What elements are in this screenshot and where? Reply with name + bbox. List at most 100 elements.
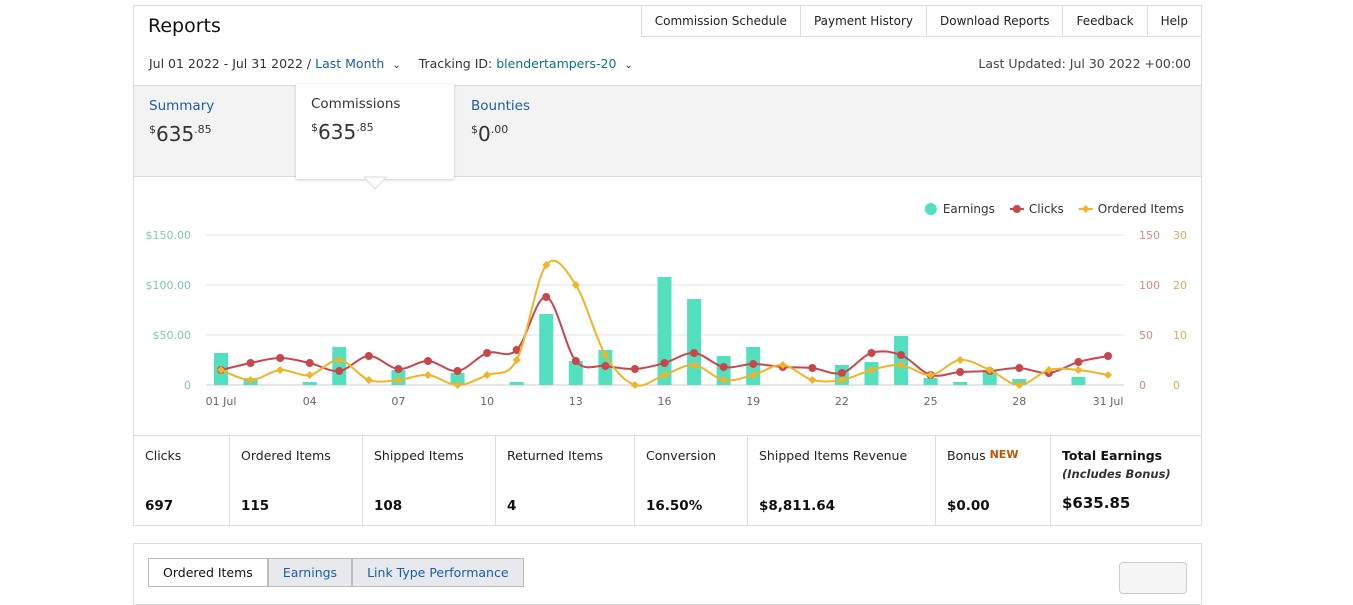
point bbox=[453, 381, 462, 389]
amount-cents: .85 bbox=[356, 121, 374, 134]
stat-value: 108 bbox=[374, 498, 403, 514]
bar bbox=[302, 382, 317, 385]
stat-cell: Total Earnings (Includes Bonus) $635.85 bbox=[1051, 436, 1201, 526]
point bbox=[749, 360, 758, 368]
stat-label: Conversion bbox=[646, 448, 716, 463]
point bbox=[246, 359, 255, 367]
bottom-tab[interactable]: Link Type Performance bbox=[352, 558, 524, 587]
stat-label: Bonus NEW bbox=[947, 448, 1018, 463]
chart: 0 $50.00 $100.00 $150.00 0 50 100 150 0 10 20 30 01 … bbox=[146, 176, 1187, 408]
stat-label: Clicks bbox=[145, 448, 181, 463]
point bbox=[897, 351, 906, 359]
tab[interactable]: Summary $635.85 bbox=[134, 86, 292, 176]
stat-value: 4 bbox=[507, 498, 517, 514]
stats-row: Clicks 697 Ordered Items 115 Shipped Items 10… bbox=[134, 435, 1201, 526]
tab-label: Summary bbox=[149, 98, 215, 114]
tab-amount: $635.85 bbox=[149, 122, 212, 146]
period-select[interactable]: Last Month bbox=[315, 56, 385, 71]
point bbox=[749, 371, 758, 379]
point bbox=[630, 365, 639, 373]
tab-label: Bounties bbox=[471, 98, 531, 114]
tab[interactable]: Bounties $0.00 bbox=[456, 86, 614, 176]
y-tick-label: 10 bbox=[1173, 329, 1187, 342]
point bbox=[690, 349, 699, 357]
stat-cell: Clicks 697 bbox=[134, 436, 230, 526]
bottom-tab[interactable]: Earnings bbox=[267, 558, 353, 587]
amount-whole: 0 bbox=[478, 122, 491, 146]
stat-label: Returned Items bbox=[507, 448, 603, 463]
nav-button[interactable]: Payment History bbox=[801, 6, 927, 36]
stat-label: Total Earnings (Includes Bonus) bbox=[1062, 448, 1171, 481]
point bbox=[1074, 358, 1083, 366]
y-tick-label: $150.00 bbox=[146, 229, 192, 242]
legend-marker bbox=[924, 203, 937, 215]
point bbox=[601, 351, 610, 359]
bottom-tab[interactable]: Ordered Items bbox=[148, 558, 268, 587]
x-tick-label: 16 bbox=[658, 395, 672, 408]
legend-marker bbox=[1081, 205, 1090, 213]
nav-button[interactable]: Commission Schedule bbox=[642, 6, 801, 36]
point bbox=[276, 366, 285, 374]
point bbox=[601, 362, 610, 370]
button[interactable] bbox=[1119, 562, 1187, 594]
legend-label[interactable]: Clicks bbox=[1029, 202, 1064, 216]
point bbox=[1074, 366, 1083, 374]
nav-button[interactable]: Download Reports bbox=[927, 6, 1064, 36]
legend-label[interactable]: Earnings bbox=[943, 202, 995, 216]
tab[interactable]: Commissions $635.85 bbox=[296, 84, 454, 179]
stat-cell: Shipped Items Revenue $8,811.64 bbox=[748, 436, 936, 526]
stat-value: $635.85 bbox=[1062, 494, 1131, 512]
y-tick-label: 30 bbox=[1173, 229, 1187, 242]
legend-label[interactable]: Ordered Items bbox=[1098, 202, 1184, 216]
bar bbox=[1071, 377, 1086, 385]
point bbox=[217, 366, 225, 374]
page: Reports Commission Schedule Payment Histo… bbox=[133, 5, 1202, 605]
tab-amount: $635.85 bbox=[311, 120, 374, 144]
bar bbox=[953, 382, 968, 385]
stat-cell: Ordered Items 115 bbox=[230, 436, 363, 526]
x-tick-label: 04 bbox=[303, 395, 317, 408]
x-tick-label: 22 bbox=[835, 395, 849, 408]
point bbox=[276, 354, 285, 362]
point bbox=[719, 363, 728, 371]
point bbox=[364, 376, 373, 384]
point bbox=[483, 371, 492, 379]
bar bbox=[657, 277, 672, 385]
stat-value: 697 bbox=[145, 498, 174, 514]
nav-button[interactable]: Feedback bbox=[1063, 6, 1148, 36]
stat-label-text: Returned Items bbox=[507, 448, 604, 463]
stat-label-text: Total Earnings bbox=[1062, 448, 1163, 463]
x-tick-label: 28 bbox=[1012, 395, 1026, 408]
date-range[interactable]: Jul 01 2022 - Jul 31 2022 / bbox=[149, 56, 312, 71]
tracking-label: Tracking ID: bbox=[418, 56, 493, 71]
point bbox=[246, 376, 255, 384]
currency: $ bbox=[311, 121, 318, 134]
y-tick-label: 150 bbox=[1139, 229, 1160, 242]
point bbox=[364, 352, 373, 360]
chevron: ⌄ bbox=[624, 60, 633, 71]
point bbox=[660, 359, 669, 367]
stat-label: Shipped Items bbox=[374, 448, 464, 463]
point bbox=[926, 371, 935, 379]
last-updated: Last Updated: Jul 30 2022 +00:00 bbox=[978, 56, 1191, 71]
tracking-id[interactable]: blendertampers-20 bbox=[496, 56, 617, 71]
stat-value: 115 bbox=[241, 498, 270, 514]
x-tick-label: 01 Jul bbox=[206, 395, 237, 408]
x-tick-label: 10 bbox=[480, 395, 494, 408]
point bbox=[837, 376, 846, 384]
stat-label-text: Clicks bbox=[145, 448, 182, 463]
nav-button[interactable]: Help bbox=[1160, 14, 1188, 28]
bar bbox=[687, 299, 702, 385]
point bbox=[571, 281, 580, 289]
point bbox=[719, 376, 728, 384]
x-tick-label: 31 Jul bbox=[1093, 395, 1124, 408]
point bbox=[305, 371, 314, 379]
tab-pointer bbox=[362, 176, 388, 190]
bar bbox=[539, 314, 554, 385]
stat-label-text: Bonus bbox=[947, 448, 986, 463]
bar bbox=[982, 370, 997, 385]
point bbox=[956, 368, 965, 376]
stat-label: Ordered Items bbox=[241, 448, 331, 463]
stat-value: 16.50% bbox=[646, 498, 703, 514]
bar bbox=[509, 382, 524, 385]
